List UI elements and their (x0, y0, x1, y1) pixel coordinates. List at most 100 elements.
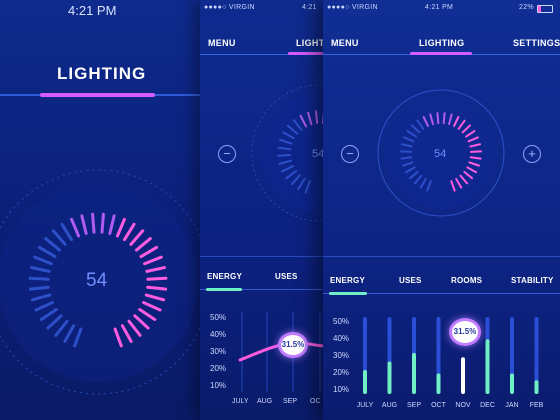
dial-tick (129, 229, 145, 246)
y-tick-label: 20% (333, 368, 350, 377)
dial-tick (442, 112, 446, 125)
y-tick-label: 10% (333, 385, 350, 394)
dial-tick (51, 229, 67, 246)
dial-tick (436, 112, 440, 125)
dial-tick (44, 237, 62, 252)
x-tick-label: JULY (356, 402, 374, 409)
dial-tick (91, 212, 96, 234)
y-tick-label: 30% (210, 347, 227, 356)
dial-tick (115, 217, 126, 238)
section-divider (200, 256, 330, 257)
bar (461, 357, 465, 394)
tab-energy[interactable]: ENERGY (330, 276, 365, 285)
dial-tick (416, 119, 425, 130)
x-tick-label: SEP (283, 398, 298, 405)
dial-value: 54 (86, 270, 108, 291)
dial-tick (143, 255, 163, 266)
dial-tick (37, 245, 57, 259)
dial-tick (465, 130, 476, 138)
dial-tick (46, 314, 63, 330)
dial-tick (279, 138, 293, 145)
status-time: 4:21 PM (425, 4, 454, 11)
nav-settings[interactable]: SETTINGS (513, 38, 560, 48)
dial-tick (120, 324, 133, 343)
dial-tick (467, 136, 479, 143)
tab-stability[interactable]: STABILITY (511, 276, 554, 285)
status-battery: 22% (519, 4, 534, 11)
tab-uses[interactable]: USES (275, 272, 298, 281)
dial-tick (60, 222, 74, 242)
dial-tick (406, 130, 417, 138)
status-carrier: ●●●●○ VIRGIN (327, 4, 378, 11)
dial-tick (469, 156, 482, 160)
dial-tick (122, 222, 136, 242)
dial-tick (469, 143, 482, 148)
status-carrier: ●●●●○ VIRGIN (204, 4, 255, 11)
y-tick-label: 40% (210, 330, 227, 339)
dial-tick (457, 119, 466, 130)
tab-energy[interactable]: ENERGY (207, 272, 242, 281)
dial-tick (307, 111, 313, 126)
tabs-divider (323, 293, 560, 294)
y-tick-label: 50% (333, 317, 350, 326)
status-time: 4:21 PM (68, 3, 117, 18)
decrease-button[interactable]: − (341, 145, 359, 163)
highlight-badge: 31.5% (278, 332, 308, 358)
dial-tick (314, 110, 319, 125)
nav-lighting[interactable]: LIGHTING (419, 38, 465, 48)
lighting-screen-front: ●●●●○ VIRGIN 4:21 PM 22% MENU LIGHTING S… (323, 0, 560, 420)
y-tick-label: 40% (333, 334, 350, 343)
dial-tick (134, 237, 152, 252)
nav-menu[interactable]: MENU (208, 38, 236, 48)
dial-value: 54 (434, 148, 447, 160)
dial-tick (34, 301, 54, 312)
bar (412, 352, 416, 394)
highlight-badge: 31.5% (449, 318, 481, 346)
x-tick-label: OC (310, 398, 321, 405)
dial-tick (282, 131, 295, 140)
title-active-underline (40, 93, 155, 97)
page-title: LIGHTING (57, 64, 147, 83)
dial-graphic (377, 89, 505, 217)
dial-tick (127, 319, 142, 337)
dial-tick (286, 124, 299, 135)
dial-tick (63, 324, 76, 343)
x-tick-label: FEB (529, 402, 544, 409)
dial-tick (28, 276, 50, 281)
section-divider (323, 256, 560, 257)
x-tick-label: AUG (257, 398, 273, 405)
dial-tick (304, 180, 311, 194)
dial-tick (277, 153, 292, 157)
dial-value: 54 (312, 148, 325, 160)
dial-tick (422, 115, 429, 127)
x-tick-label: NOV (455, 402, 471, 409)
dial-tick (142, 301, 162, 312)
x-tick-label: OCT (431, 402, 446, 409)
dial-tick (403, 136, 415, 143)
nav-menu[interactable]: MENU (331, 38, 359, 48)
increase-button[interactable]: + (523, 145, 541, 163)
dial-tick (133, 314, 150, 330)
dial-tick (28, 285, 50, 291)
nav-active-underline (288, 52, 328, 55)
tab-uses[interactable]: USES (399, 276, 422, 285)
y-tick-label: 50% (210, 313, 227, 322)
dial-tick (299, 114, 308, 128)
energy-bar-chart (363, 317, 539, 394)
dial-tick (30, 293, 52, 302)
decrease-button[interactable]: − (218, 145, 236, 163)
dial-tick (404, 166, 416, 174)
dial-tick (138, 308, 157, 321)
dial-tick (450, 180, 456, 192)
dial-tick (73, 327, 83, 348)
nav-lighting[interactable]: LIGHTI (296, 38, 328, 48)
dial-tick (297, 177, 306, 190)
bar (436, 373, 441, 394)
dial-tick (139, 245, 159, 259)
dial-tick (408, 170, 419, 180)
x-tick-label: JAN (505, 402, 519, 409)
dial-tick (400, 143, 413, 148)
dial-tick (426, 180, 432, 192)
dial-tick (429, 113, 434, 126)
tab-rooms[interactable]: ROOMS (451, 276, 483, 285)
